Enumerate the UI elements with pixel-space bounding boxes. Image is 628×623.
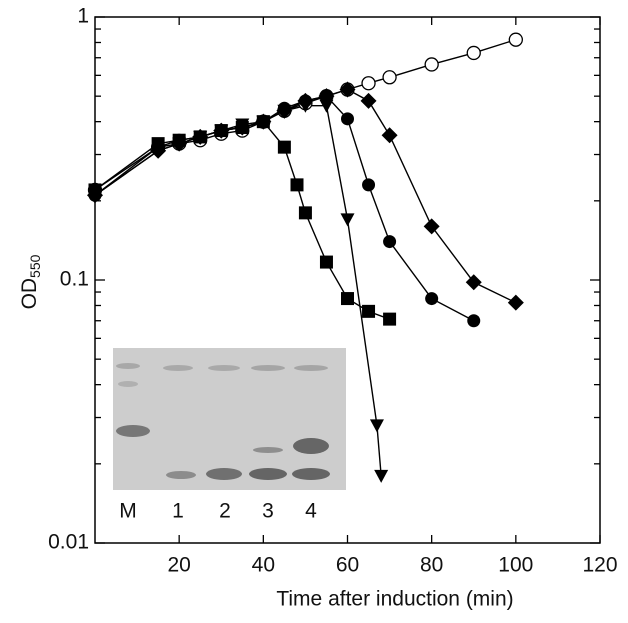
marker-open-circle — [508, 32, 523, 47]
lane-label: 4 — [305, 500, 317, 523]
series-line — [94, 38, 517, 191]
marker-diamond — [507, 294, 524, 311]
x-tick-label: 80 — [420, 554, 443, 577]
y-axis-label-subscript: 550 — [27, 254, 43, 278]
x-tick-label: 120 — [582, 554, 617, 577]
marker-circle — [425, 292, 439, 306]
gel-inset: M 1 2 3 4 — [113, 348, 346, 523]
marker-circle — [362, 178, 376, 192]
y-axis-label-main: OD — [18, 278, 41, 310]
x-tick-label: 20 — [167, 554, 190, 577]
marker-square — [277, 140, 291, 154]
marker-circle — [467, 314, 481, 328]
marker-square — [383, 312, 397, 326]
marker-diamond — [276, 102, 293, 119]
marker-diamond — [339, 81, 356, 98]
marker-triangle — [319, 99, 334, 113]
marker-diamond — [192, 128, 209, 145]
marker-open-circle — [424, 57, 439, 72]
marker-diamond — [255, 113, 272, 130]
marker-square — [319, 255, 333, 269]
marker-square — [362, 304, 376, 318]
series-line — [94, 95, 475, 322]
lane-label: 1 — [172, 500, 184, 523]
plot-area: 20 40 60 80 100 120 0.01 0.1 1 — [48, 5, 617, 577]
x-tick-label: 60 — [336, 554, 359, 577]
marker-diamond — [423, 218, 440, 235]
marker-open-circle — [361, 76, 376, 91]
marker-square — [341, 292, 354, 306]
series-line — [94, 88, 517, 304]
marker-open-circle — [382, 70, 397, 85]
lane-label: 3 — [262, 500, 274, 523]
marker-square — [298, 206, 312, 220]
marker-circle — [383, 235, 397, 249]
y-axis-label: OD550 — [18, 254, 43, 309]
marker-diamond — [381, 127, 398, 144]
marker-diamond — [213, 122, 230, 139]
marker-diamond — [297, 92, 314, 109]
y-tick-label: 0.1 — [60, 268, 89, 291]
x-tick-label: 40 — [252, 554, 275, 577]
marker-circle — [341, 112, 354, 126]
marker-triangle — [369, 419, 384, 433]
x-axis-label: Time after induction (min) — [276, 588, 513, 611]
marker-diamond — [171, 135, 188, 152]
marker-diamond — [360, 92, 377, 109]
marker-square — [290, 178, 304, 192]
marker-triangle — [374, 469, 389, 483]
lane-label: 2 — [219, 500, 231, 523]
gel-image — [113, 348, 346, 490]
gel-bands — [116, 363, 330, 480]
marker-diamond — [150, 142, 167, 159]
marker-diamond — [87, 187, 103, 204]
marker-triangle — [340, 213, 355, 227]
lane-label: M — [119, 500, 137, 523]
marker-open-circle — [466, 45, 481, 61]
marker-diamond — [234, 119, 251, 136]
x-tick-label: 100 — [498, 554, 533, 577]
marker-diamond — [465, 274, 482, 291]
marker-diamond — [318, 88, 335, 105]
y-tick-label: 1 — [77, 5, 89, 28]
y-tick-label: 0.01 — [48, 531, 89, 554]
